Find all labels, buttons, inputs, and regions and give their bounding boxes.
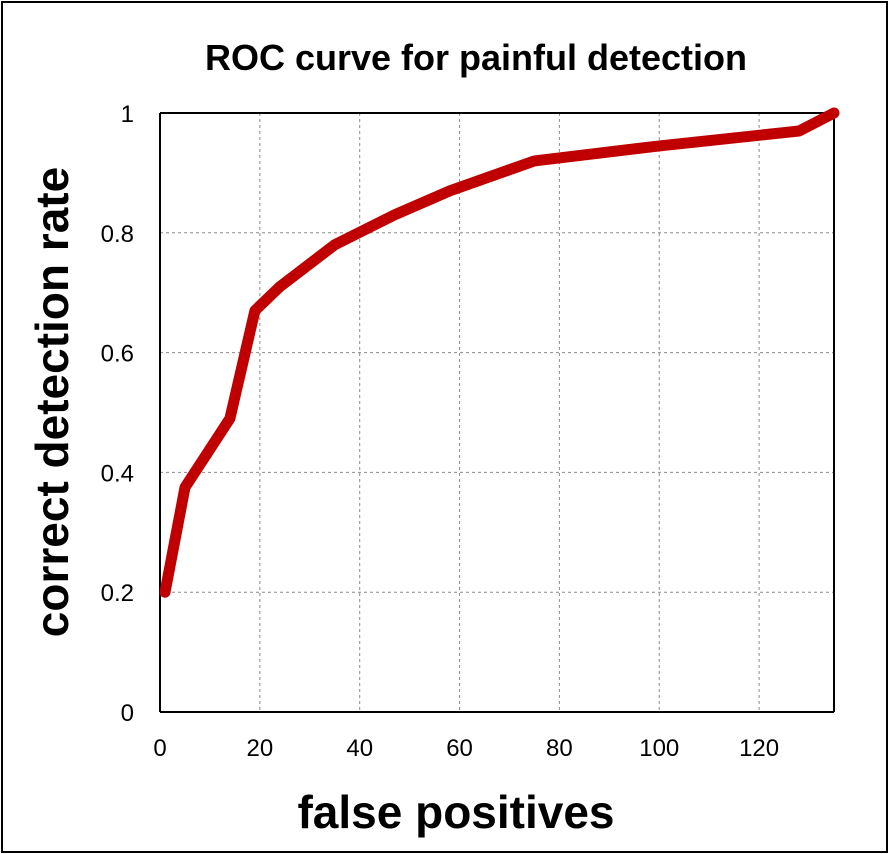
x-tick-labels: 0 20 40 60 80 100 120 [153,735,779,762]
y-tick-label: 0.4 [101,460,134,487]
axes [159,112,835,713]
y-tick-labels: 0 0.2 0.4 0.6 0.8 1 [101,101,134,727]
x-tick-label: 0 [153,735,166,762]
y-tick-label: 0.6 [101,341,134,368]
chart-title: ROC curve for painful detection [205,37,747,78]
x-tick-label: 80 [546,735,573,762]
roc-series-line [159,107,840,598]
x-tick-label: 40 [346,735,373,762]
x-axis-label: false positives [297,786,614,838]
y-tick-label: 0.2 [101,580,134,607]
x-tick-label: 120 [739,735,779,762]
x-tick-label: 100 [639,735,679,762]
y-tick-label: 0.8 [101,221,134,248]
y-axis-label: correct detection rate [26,167,78,637]
y-tick-label: 1 [121,101,134,128]
x-tick-label: 60 [446,735,473,762]
grid [160,113,834,712]
x-tick-label: 20 [247,735,274,762]
y-tick-label: 0 [121,700,134,727]
series [159,107,840,598]
